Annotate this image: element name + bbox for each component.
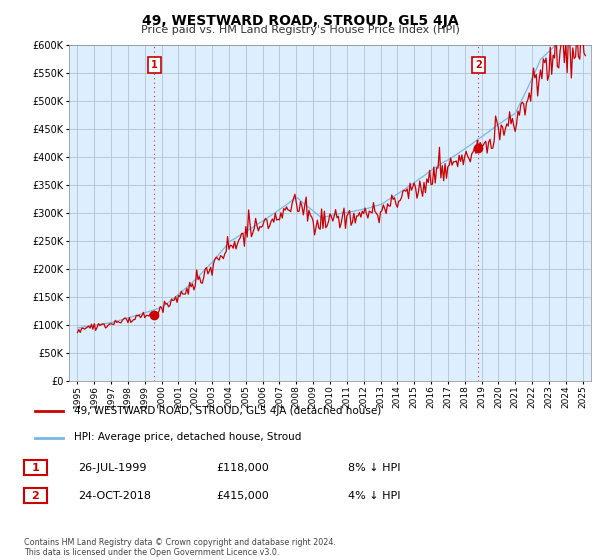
Text: 49, WESTWARD ROAD, STROUD, GL5 4JA: 49, WESTWARD ROAD, STROUD, GL5 4JA [142, 14, 458, 28]
Text: 24-OCT-2018: 24-OCT-2018 [78, 491, 151, 501]
Text: HPI: Average price, detached house, Stroud: HPI: Average price, detached house, Stro… [74, 432, 302, 442]
Text: 26-JUL-1999: 26-JUL-1999 [78, 463, 146, 473]
Text: Contains HM Land Registry data © Crown copyright and database right 2024.
This d: Contains HM Land Registry data © Crown c… [24, 538, 336, 557]
Text: 1: 1 [32, 463, 39, 473]
Text: 4% ↓ HPI: 4% ↓ HPI [348, 491, 401, 501]
Text: 2: 2 [32, 491, 39, 501]
Text: 8% ↓ HPI: 8% ↓ HPI [348, 463, 401, 473]
Text: £415,000: £415,000 [216, 491, 269, 501]
Text: £118,000: £118,000 [216, 463, 269, 473]
Text: 49, WESTWARD ROAD, STROUD, GL5 4JA (detached house): 49, WESTWARD ROAD, STROUD, GL5 4JA (deta… [74, 406, 382, 416]
Text: Price paid vs. HM Land Registry's House Price Index (HPI): Price paid vs. HM Land Registry's House … [140, 25, 460, 35]
Text: 2: 2 [475, 60, 482, 71]
Text: 1: 1 [151, 60, 158, 71]
